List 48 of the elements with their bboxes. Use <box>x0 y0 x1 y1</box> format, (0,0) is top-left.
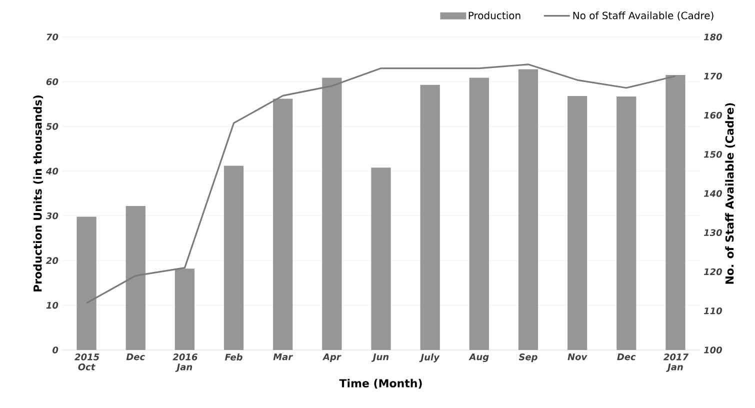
y2-tick-label: 100 <box>704 346 722 354</box>
x-tick-label: Nov <box>568 354 588 360</box>
x-tick-label: Dec <box>126 354 145 360</box>
bar <box>273 98 293 350</box>
y-tick-label: 10 <box>46 302 58 309</box>
bar <box>76 216 96 350</box>
x-tick-label: 2015 Oct <box>74 354 100 370</box>
bar <box>371 168 391 350</box>
y2-tick-label: 130 <box>704 229 722 236</box>
y-axis-title: Production Units (in thousands) <box>33 96 44 292</box>
y-tick-label: 40 <box>46 168 58 175</box>
y2-tick-label: 110 <box>704 307 722 314</box>
y2-tick-label: 180 <box>704 34 722 40</box>
y2-axis-title: No. of Staff Available (Cadre) <box>725 103 735 284</box>
x-tick-label: 2017 Jan <box>664 354 688 372</box>
x-tick-label: Dec <box>617 354 636 360</box>
y2-tick-label: 140 <box>704 190 722 197</box>
y-tick-label: 0 <box>52 346 58 354</box>
y-tick-label: 70 <box>46 34 58 40</box>
bar <box>567 96 588 350</box>
bar <box>469 78 489 350</box>
y2-tick-label: 150 <box>704 150 722 158</box>
y-tick-label: 20 <box>46 257 58 264</box>
x-tick-label: 2016 Jan <box>172 354 198 372</box>
bar <box>126 206 146 350</box>
bar <box>224 166 244 350</box>
y-tick-label: 50 <box>46 123 58 130</box>
y2-tick-label: 170 <box>704 72 722 80</box>
x-tick-label: Jun <box>371 354 389 362</box>
bar <box>322 78 342 350</box>
bar <box>616 96 636 350</box>
x-tick-label: Mar <box>273 354 294 360</box>
y-tick-label: 30 <box>46 212 58 220</box>
x-tick-label: Sep <box>518 354 538 362</box>
x-tick-label: Feb <box>224 354 242 360</box>
legend-label: No of Staff Available (Cadre) <box>573 12 714 20</box>
y2-tick-label: 120 <box>704 268 722 276</box>
bar <box>174 268 195 350</box>
y-tick-label: 60 <box>46 78 58 86</box>
x-axis-title: Time (Month) <box>339 378 422 389</box>
x-tick-label: July <box>419 354 440 362</box>
x-tick-label: Apr <box>322 354 342 362</box>
bar <box>518 69 538 350</box>
bar <box>420 84 440 350</box>
x-tick-label: Aug <box>468 354 489 362</box>
bar <box>666 75 686 350</box>
legend-label: Production <box>468 12 520 20</box>
y2-tick-label: 160 <box>704 112 722 119</box>
